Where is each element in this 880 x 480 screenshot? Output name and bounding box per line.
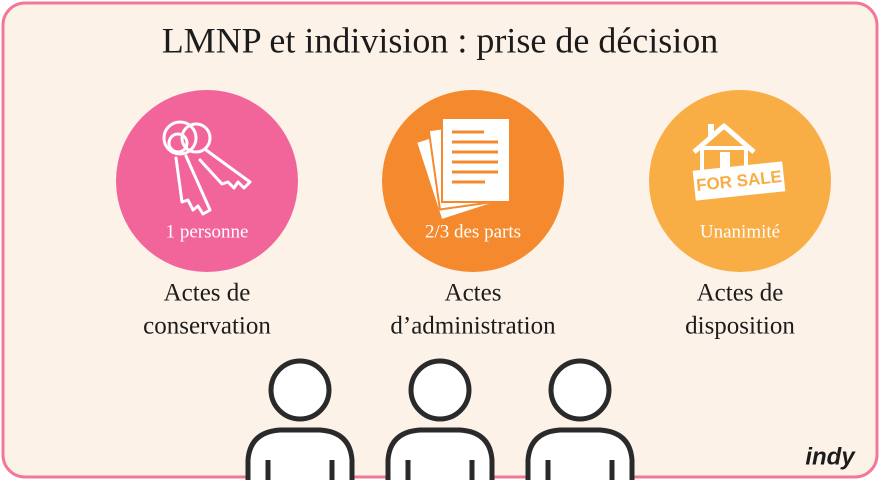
- item-label: Actes de: [164, 280, 251, 307]
- item-label: d’administration: [390, 313, 556, 340]
- logo: indy: [805, 443, 856, 470]
- item-label: Actes: [445, 280, 502, 307]
- circle-label: 1 personne: [166, 221, 249, 242]
- item-label: Actes de: [697, 280, 784, 307]
- circle: [116, 90, 298, 272]
- document-icon: [417, 117, 511, 219]
- title: LMNP et indivision : prise de décision: [162, 20, 719, 60]
- item-label: disposition: [685, 313, 795, 340]
- people: [245, 358, 635, 480]
- circle-label: 2/3 des parts: [425, 221, 521, 242]
- keys-icon: [162, 120, 252, 216]
- item-label: conservation: [143, 313, 271, 340]
- house-icon: FOR SALE: [692, 123, 786, 201]
- circle-label: Unanimité: [700, 221, 780, 242]
